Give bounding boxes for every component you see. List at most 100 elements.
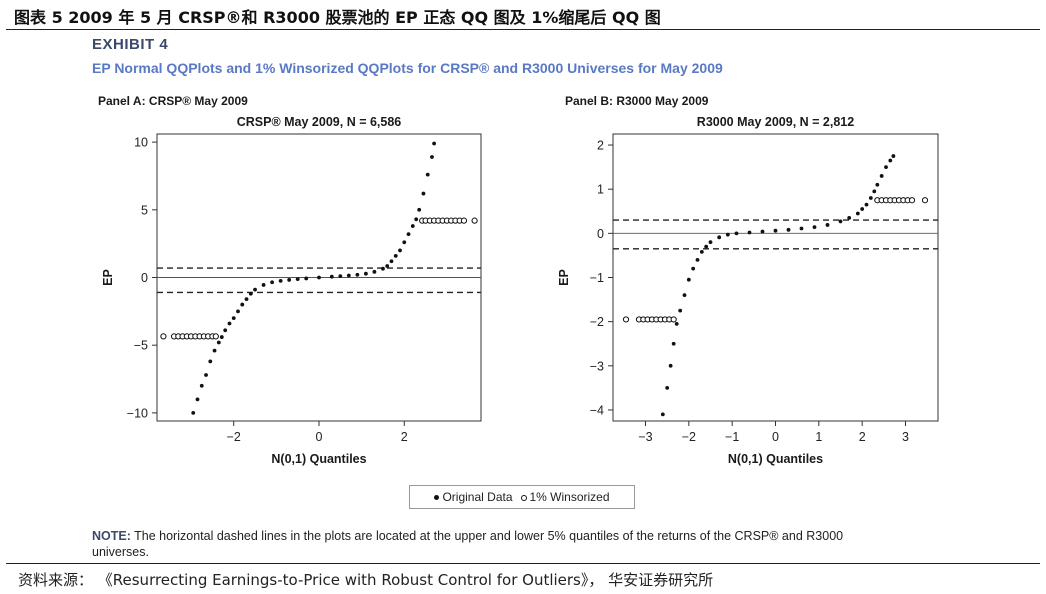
panel-b-y-axis-label: EP <box>557 269 571 286</box>
panel-a-original-point <box>372 269 377 274</box>
panel-b-y-tick-label-6: 2 <box>597 139 604 153</box>
panel-a-original-point <box>421 191 426 196</box>
panel-a-winsorized-point <box>460 217 468 224</box>
panel-b-original-point <box>891 154 896 158</box>
panel-a-original-point <box>240 302 245 307</box>
exhibit-subtitle: EP Normal QQPlots and 1% Winsorized QQPl… <box>92 60 723 76</box>
panel-b-original-point <box>717 235 722 240</box>
panel-a-winsorized-point <box>160 333 167 340</box>
panel-b-original-point <box>699 249 704 254</box>
panel-a-y-tick-label-3: 5 <box>141 203 148 217</box>
filled-dot-icon <box>434 495 440 501</box>
panel-a-y-tick-label-1: −5 <box>134 339 148 353</box>
panel-a-original-point <box>236 309 240 314</box>
legend-original-label: Original Data <box>442 490 513 504</box>
chart-legend: Original Data 1% Winsorized <box>409 485 635 509</box>
panel-a-original-point <box>212 348 217 353</box>
panel-b-x-tick-label-1: −2 <box>682 430 696 444</box>
chart-note: NOTE: The horizontal dashed lines in the… <box>92 528 892 560</box>
panel-b-x-tick-label-4: 1 <box>815 430 822 444</box>
panel-b-original-point <box>704 244 709 249</box>
panel-b-x-tick-label-3: 0 <box>772 430 779 444</box>
panel-b-original-point <box>691 266 696 271</box>
panel-b-original-point <box>747 230 752 235</box>
panel-a-x-tick-label-1: 0 <box>316 430 323 444</box>
panel-b-y-tick-label-0: −4 <box>590 403 604 417</box>
panel-a-original-point <box>393 253 398 258</box>
panel-b-original-point <box>786 227 791 232</box>
panel-b-original-point <box>773 228 778 233</box>
panel-b-y-tick-label-1: −3 <box>590 359 604 373</box>
panel-a-x-tick-label-2: 2 <box>401 430 408 444</box>
panel-a-original-point <box>363 271 368 276</box>
panel-a-label: Panel A: CRSP® May 2009 <box>98 94 248 108</box>
panel-b-original-point <box>682 293 687 298</box>
panel-a-original-point <box>398 248 402 253</box>
panel-a-original-point <box>223 328 228 333</box>
note-label: NOTE: <box>92 529 131 543</box>
panel-a-original-point <box>216 340 221 345</box>
panel-b-original-point <box>695 257 700 262</box>
panel-b-original-point <box>860 207 865 211</box>
panel-b-winsorized-point <box>908 197 916 204</box>
panel-a-original-point <box>261 283 266 287</box>
panel-b-winsorized-point <box>921 197 929 204</box>
exhibit-label: EXHIBIT 4 <box>92 36 169 53</box>
top-rule <box>6 29 1040 30</box>
panel-b-x-tick-label-6: 3 <box>902 430 909 444</box>
panel-a-y-tick-label-0: −10 <box>127 406 148 420</box>
panel-b-y-tick-label-2: −2 <box>590 315 604 329</box>
panel-b-x-tick-label-2: −1 <box>725 430 739 444</box>
panel-b-y-tick-label-4: 0 <box>597 227 604 241</box>
panel-b-original-point <box>847 215 852 220</box>
panel-b-original-point <box>838 219 843 224</box>
panel-a-original-point <box>317 275 321 280</box>
panel-a-original-point <box>195 397 200 402</box>
legend-original: Original Data <box>434 490 513 504</box>
panel-a-original-point <box>430 155 434 159</box>
panel-a-original-point <box>414 217 419 222</box>
panel-b-y-tick-label-3: −1 <box>590 271 604 285</box>
panel-a-original-point <box>253 287 257 292</box>
panel-a-original-point <box>304 276 309 281</box>
panel-a-original-point <box>329 274 334 279</box>
panel-b-original-point <box>660 412 665 417</box>
panel-a-original-point <box>338 274 343 279</box>
panel-b-plot-frame <box>612 133 939 422</box>
panel-b-original-point <box>884 165 888 170</box>
panel-a-original-point <box>410 224 415 228</box>
panel-b-original-point <box>671 341 676 346</box>
bottom-rule <box>6 563 1040 564</box>
panel-a-original-point <box>231 316 236 321</box>
panel-a-original-point <box>381 266 385 271</box>
panel-a-original-point <box>432 141 437 146</box>
panel-a-original-point <box>402 240 407 245</box>
panel-a-original-point <box>208 359 213 364</box>
panel-b-winsorized-point <box>670 316 677 323</box>
panel-a-original-point <box>219 335 224 339</box>
panel-a-original-point <box>244 297 249 302</box>
panel-b-original-point <box>868 196 873 200</box>
panel-b-chart-title: R3000 May 2009, N = 2,812 <box>697 115 854 129</box>
panel-a-original-point <box>278 278 283 283</box>
source-line: 资料来源： 《Resurrecting Earnings-to-Price wi… <box>18 571 714 589</box>
panel-a-original-point <box>385 264 390 268</box>
panel-b-original-point <box>888 158 893 163</box>
legend-winsorized-label: 1% Winsorized <box>529 490 610 504</box>
panel-a-original-point <box>270 280 275 285</box>
panel-b-original-point <box>825 223 830 227</box>
panel-b-original-point <box>734 231 739 236</box>
panel-a-y-axis-label: EP <box>101 269 115 286</box>
panel-a-original-point <box>406 232 411 237</box>
panel-b-x-tick-label-5: 2 <box>859 430 866 444</box>
panel-a-original-point <box>389 259 394 264</box>
panel-b-x-tick-label-0: −3 <box>638 430 652 444</box>
panel-a-original-point <box>227 321 232 326</box>
panel-b-original-point <box>799 226 804 231</box>
panel-b-original-point <box>855 211 860 216</box>
panel-a-original-point <box>417 207 422 212</box>
panel-a-original-point <box>204 373 208 377</box>
panel-b-original-point <box>708 240 713 245</box>
panel-b-original-point <box>760 229 765 234</box>
